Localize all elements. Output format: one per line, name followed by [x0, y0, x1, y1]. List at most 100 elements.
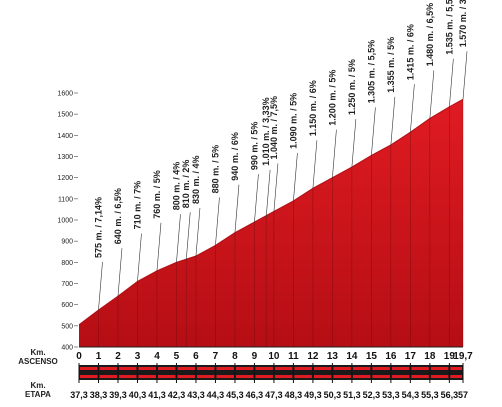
y-tick-label: 1100 [58, 196, 73, 203]
x-tick-ascenso: 8 [232, 351, 238, 362]
strip-segment-top [80, 367, 98, 370]
x-tick-ascenso: 2 [115, 351, 121, 362]
x-tick-etapa: 52,3 [363, 390, 381, 400]
y-tick-label: 1500 [57, 112, 73, 119]
annotation-label: 1.535 m. / 5,5% [444, 0, 454, 55]
profile-area-fill [79, 99, 463, 347]
annotation-label: 1.010 m. / 3,33% [261, 97, 271, 166]
x-tick-ascenso: 4 [154, 351, 160, 362]
annotation-leader [156, 222, 162, 271]
ascenso-axis-label: ASCENSO [18, 357, 58, 366]
annotation-label: 830 m. / 4% [191, 155, 201, 204]
strip-segment-top [450, 367, 462, 370]
x-tick-etapa: 50,3 [324, 390, 342, 400]
strip-segment-bottom [99, 375, 117, 378]
y-tick-label: 600 [61, 302, 73, 309]
annotation-leader [410, 84, 415, 133]
annotation-leader [185, 212, 191, 261]
annotation-leader [98, 261, 103, 310]
strip-segment-top [99, 367, 117, 370]
annotation-leader [117, 248, 123, 297]
strip-segment-top [118, 367, 137, 370]
annotation-label: 1.040 m. / 7,5% [269, 96, 279, 160]
annotation-leader [312, 140, 318, 189]
annotation-label: 1.200 m. / 5% [327, 70, 337, 126]
x-tick-ascenso: 9 [252, 351, 258, 362]
annotation-label: 880 m. / 5% [210, 145, 220, 194]
annotation-leader [234, 184, 240, 233]
x-axis: Km. ASCENSO Km. ETAPA 0 1 2 3 4 5 6 7 8 9 10 11 12 13… [18, 348, 473, 400]
strip-segment-top [216, 367, 234, 370]
strip-segment-bottom [294, 375, 312, 378]
strip-segment-bottom [352, 375, 371, 378]
annotation-leader [215, 197, 220, 246]
x-tick-ascenso: 14 [346, 351, 358, 362]
annotation-leader [273, 163, 279, 212]
x-tick-ascenso: 19,7 [453, 351, 473, 362]
strip-segment-bottom [157, 375, 176, 378]
y-axis: 400 500 600 700 800 900 1000 1100 1200 1300 1400 15… [57, 91, 78, 352]
strip-segment-bottom [333, 375, 351, 378]
x-tick-etapa: 48,3 [285, 390, 303, 400]
y-tick-label: 500 [61, 323, 73, 330]
annotation-label: 940 m. / 6% [230, 132, 240, 181]
annotation-label: 810 m. / 2% [181, 160, 191, 209]
strip-segment-top [372, 367, 390, 370]
x-tick-ascenso: 12 [307, 351, 319, 362]
strip-segment-top [352, 367, 371, 370]
strip-segment-bottom [411, 375, 429, 378]
x-tick-etapa: 47,3 [265, 390, 283, 400]
x-tick-ascenso: 0 [76, 351, 82, 362]
annotation-label: 575 m. / 7,14% [94, 197, 104, 258]
x-tick-etapa: 38,3 [90, 390, 108, 400]
strip-segment-top [235, 367, 254, 370]
annotation-leader [176, 214, 181, 263]
x-tick-ascenso: 15 [366, 351, 378, 362]
strip-segment-top [157, 367, 176, 370]
annotation-label: 990 m. / 5% [249, 122, 259, 171]
strip-segment-top [430, 367, 449, 370]
x-tick-ascenso: 10 [268, 351, 280, 362]
annotation-label: 800 m. / 4% [172, 162, 182, 211]
annotation-leader [195, 207, 201, 257]
x-tick-ascenso: 13 [327, 351, 339, 362]
strip-segment-top [391, 367, 410, 370]
x-tick-ascenso: 11 [288, 351, 299, 362]
strip-segment-bottom [430, 375, 449, 378]
annotation-label: 710 m. / 7% [133, 181, 143, 230]
strip-segment-bottom [372, 375, 390, 378]
strip-segment-top [333, 367, 351, 370]
x-tick-ascenso: 3 [135, 351, 141, 362]
y-tick-label: 1400 [57, 133, 73, 140]
y-tick-label: 900 [61, 239, 73, 246]
strip-segment-bottom [313, 375, 332, 378]
y-tick-label: 400 [61, 345, 73, 352]
x-tick-etapa: 39,3 [109, 390, 127, 400]
annotation-leader [351, 119, 357, 168]
strip-segment-top [196, 367, 215, 370]
x-tick-etapa: 53,3 [382, 390, 400, 400]
strip-segment-top [177, 367, 195, 370]
annotation-label: 1.570 m. / 3,5% [458, 0, 468, 47]
annotation-leader [449, 58, 454, 107]
strip-segment-top [411, 367, 429, 370]
strip-segment-bottom [138, 375, 156, 378]
x-tick-ascenso: 17 [405, 351, 417, 362]
x-tick-etapa: 54,3 [402, 390, 420, 400]
strip-segment-bottom [216, 375, 234, 378]
strip-segment-bottom [391, 375, 410, 378]
annotation-label: 760 m. / 5% [152, 170, 162, 219]
strip-segment-top [255, 367, 273, 370]
annotation-leader [371, 107, 376, 156]
annotation-leader [137, 233, 142, 282]
x-tick-ascenso: 6 [193, 351, 199, 362]
y-tick-label: 1300 [57, 154, 73, 161]
x-tick-etapa: 44,3 [207, 390, 225, 400]
strip-segment-bottom [118, 375, 137, 378]
x-tick-ascenso: 16 [385, 351, 397, 362]
annotation-leader [462, 51, 468, 100]
x-tick-ascenso: 1 [96, 351, 102, 362]
etapa-axis-label: ETAPA [25, 390, 51, 399]
strip-segment-top [138, 367, 156, 370]
altitude-annotations: 575 m. / 7,14% 640 m. / 6,5% 710 m. / 7% 76… [94, 0, 469, 258]
